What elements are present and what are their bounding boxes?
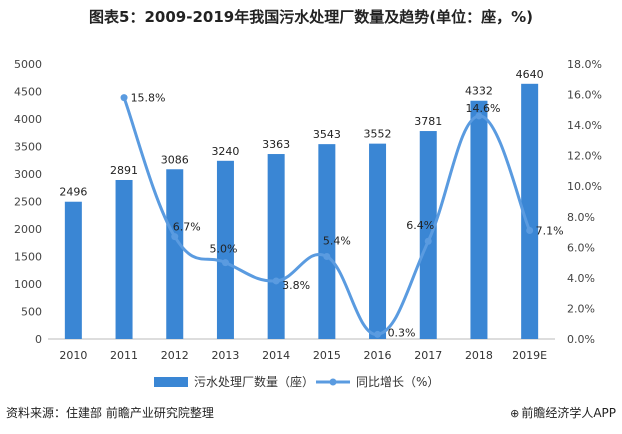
source-brand: ⊕ 前瞻经济学人APP — [510, 404, 616, 421]
bar-value-label: 3363 — [262, 138, 290, 151]
line-value-label: 3.8% — [282, 279, 310, 292]
y-right-tick-label: 6.0% — [567, 241, 595, 254]
line-point — [221, 259, 229, 267]
y-left-tick-label: 2500 — [14, 196, 42, 209]
line-value-label: 6.7% — [173, 221, 201, 234]
bar — [419, 131, 437, 339]
y-left-tick-label: 5000 — [14, 58, 42, 71]
bar-value-label: 3552 — [364, 128, 392, 141]
line-value-label: 14.6% — [465, 102, 500, 115]
chart-title: 图表5：2009-2019年我国污水处理厂数量及趋势(单位：座，%) — [89, 8, 533, 26]
bar-value-label: 4640 — [516, 68, 544, 81]
brand-logo-icon: ⊕ — [510, 407, 520, 420]
line-value-label: 15.8% — [131, 92, 166, 105]
bar — [521, 83, 539, 339]
y-left-tick-label: 3000 — [14, 168, 42, 181]
y-right-tick-label: 16.0% — [567, 89, 602, 102]
y-right-tick-label: 2.0% — [567, 302, 595, 315]
x-tick-label: 2011 — [110, 349, 138, 362]
y-right-tick-label: 12.0% — [567, 150, 602, 163]
line-value-label: 7.1% — [536, 225, 564, 238]
line-value-label: 6.4% — [406, 219, 434, 232]
bar-value-label: 2496 — [59, 186, 87, 199]
bar-value-label: 2891 — [110, 164, 138, 177]
bar — [267, 154, 285, 339]
x-tick-label: 2016 — [364, 349, 392, 362]
y-left-tick-label: 4000 — [14, 113, 42, 126]
line-point — [272, 277, 280, 285]
y-left-tick-label: 3500 — [14, 141, 42, 154]
legend-bar-label: 污水处理厂数量（座） — [194, 374, 314, 389]
y-left-tick-label: 1000 — [14, 278, 42, 291]
source-note: 资料来源：住建部 前瞻产业研究院整理 — [6, 406, 214, 420]
line-point — [171, 233, 179, 241]
legend-line-label: 同比增长（%） — [356, 375, 439, 389]
y-right-tick-label: 4.0% — [567, 272, 595, 285]
growth-line — [122, 97, 532, 336]
bar-series — [64, 83, 539, 340]
x-tick-label: 2013 — [211, 349, 239, 362]
axes: 0 500 1000 1500 2000 2500 3000 3500 4000 4500 5000… — [14, 58, 602, 362]
line-value-label: 5.0% — [209, 243, 237, 256]
line-point — [526, 227, 534, 235]
y-left-tick-label: 500 — [21, 306, 42, 319]
y-left-tick-label: 0 — [35, 333, 42, 346]
line-point — [323, 253, 331, 260]
x-tick-label: 2018 — [465, 349, 493, 362]
y-right-tick-label: 8.0% — [567, 211, 595, 224]
bar — [64, 201, 82, 339]
bar — [216, 160, 234, 339]
x-tick-label: 2012 — [161, 349, 189, 362]
legend-line-marker — [329, 378, 337, 386]
x-tick-label: 2014 — [262, 349, 290, 362]
y-right-tick-label: 10.0% — [567, 180, 602, 193]
line-point — [120, 94, 128, 102]
line-value-label: 5.4% — [323, 235, 351, 248]
x-tick-label: 2017 — [414, 349, 442, 362]
x-tick-label: 2015 — [313, 349, 341, 362]
bar — [318, 144, 336, 339]
bar-value-label: 3086 — [161, 153, 189, 166]
bar-value-label: 3781 — [414, 115, 442, 128]
bar — [369, 143, 387, 339]
line-point — [475, 112, 483, 120]
x-tick-label: 2019E — [512, 349, 547, 362]
legend: 污水处理厂数量（座） 同比增长（%） — [154, 374, 439, 389]
y-left-tick-label: 2000 — [14, 223, 42, 236]
legend-bar-swatch — [154, 377, 188, 387]
bar-value-label: 3240 — [211, 145, 239, 158]
line-point — [424, 237, 432, 245]
line-point — [374, 330, 382, 338]
y-left-tick-label: 4500 — [14, 86, 42, 99]
line-series — [120, 94, 534, 338]
bar — [115, 179, 133, 339]
brand-name: 前瞻经济学人APP — [521, 406, 616, 420]
y-right-tick-label: 0.0% — [567, 333, 595, 346]
x-tick-label: 2010 — [59, 349, 87, 362]
bar-value-label: 3543 — [313, 128, 341, 141]
line-value-label: 0.3% — [388, 326, 416, 339]
bar — [470, 100, 488, 340]
y-left-tick-label: 1500 — [14, 251, 42, 264]
bar — [166, 169, 184, 339]
y-right-tick-label: 14.0% — [567, 119, 602, 132]
bar-value-label: 4332 — [465, 85, 493, 98]
data-labels: 2496 2891 3086 3240 3363 3543 3552 3781 4332 4640… — [59, 68, 563, 340]
y-right-tick-label: 18.0% — [567, 58, 602, 71]
